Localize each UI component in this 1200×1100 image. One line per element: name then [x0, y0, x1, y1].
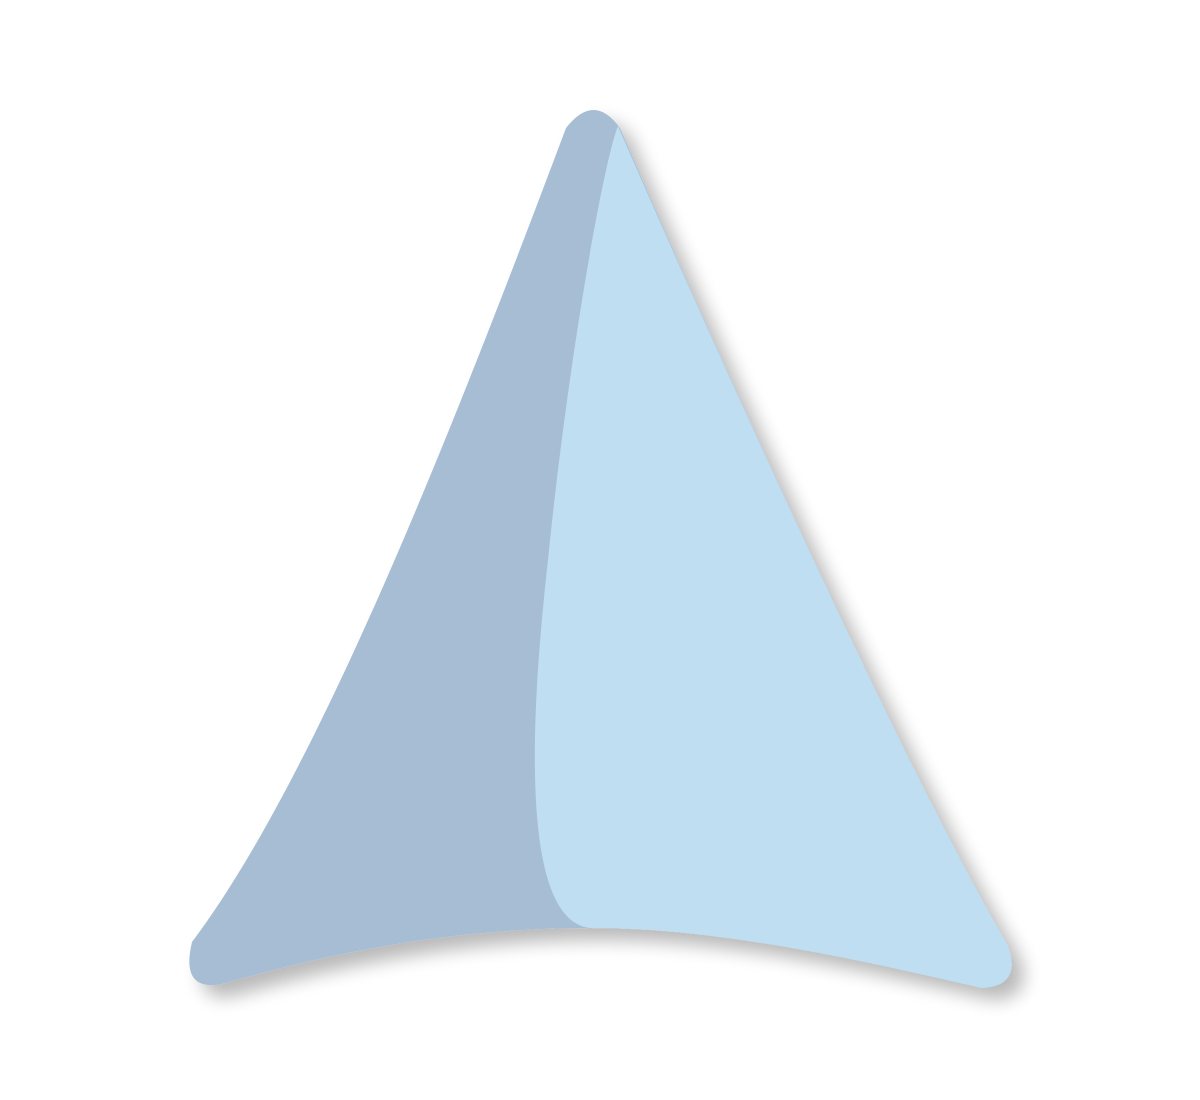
sail-right-face	[534, 126, 1012, 988]
sail-shape-group	[189, 110, 1012, 988]
